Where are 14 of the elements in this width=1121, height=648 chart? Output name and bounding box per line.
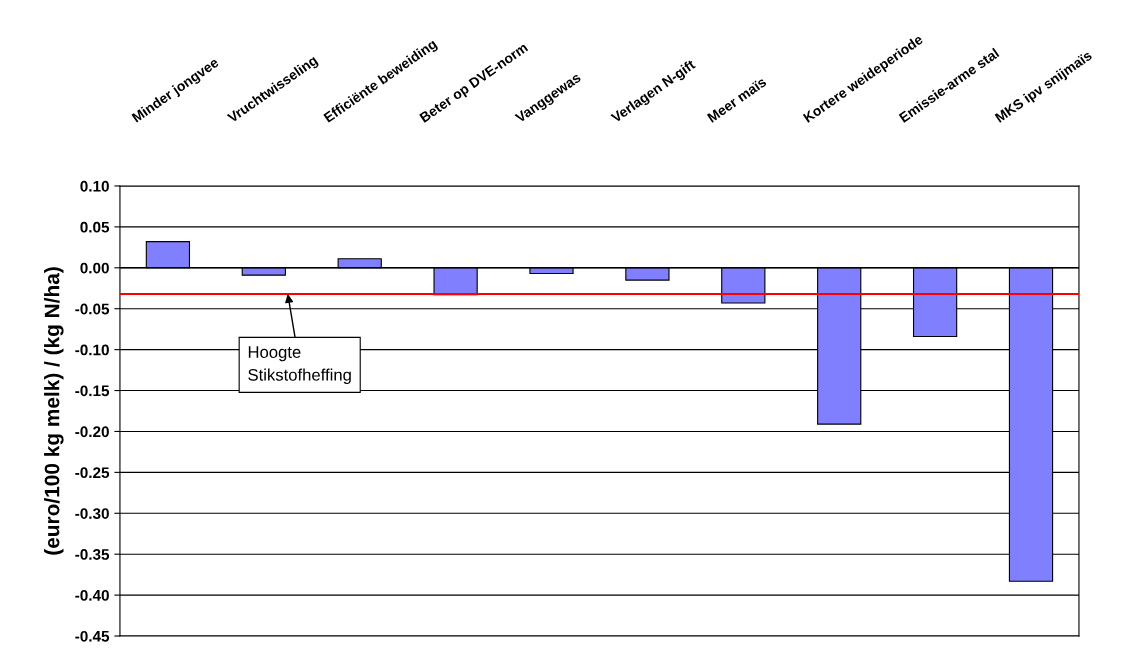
- y-tick-label: -0.20: [75, 426, 109, 438]
- y-axis-title: (euro/100 kg melk) / (kg N/ha): [44, 267, 64, 555]
- y-tick-label: -0.40: [75, 589, 109, 601]
- y-tick-label: -0.45: [75, 630, 110, 642]
- ref-line-label: Hoogte Stikstofheffing: [248, 346, 351, 385]
- y-tick-label: -0.10: [75, 344, 109, 356]
- y-tick-label: 0.10: [80, 180, 109, 192]
- y-tick-label: -0.25: [75, 467, 110, 479]
- y-tick-label: -0.05: [75, 303, 110, 315]
- y-tick-label: 0.05: [80, 221, 110, 233]
- y-tick-label: -0.30: [75, 508, 109, 519]
- y-tick-label: -0.35: [75, 549, 110, 560]
- y-tick-label: 0.00: [80, 262, 109, 274]
- y-tick-label: -0.15: [75, 385, 110, 397]
